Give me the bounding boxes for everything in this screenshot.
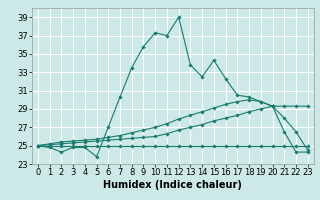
X-axis label: Humidex (Indice chaleur): Humidex (Indice chaleur) bbox=[103, 180, 242, 190]
